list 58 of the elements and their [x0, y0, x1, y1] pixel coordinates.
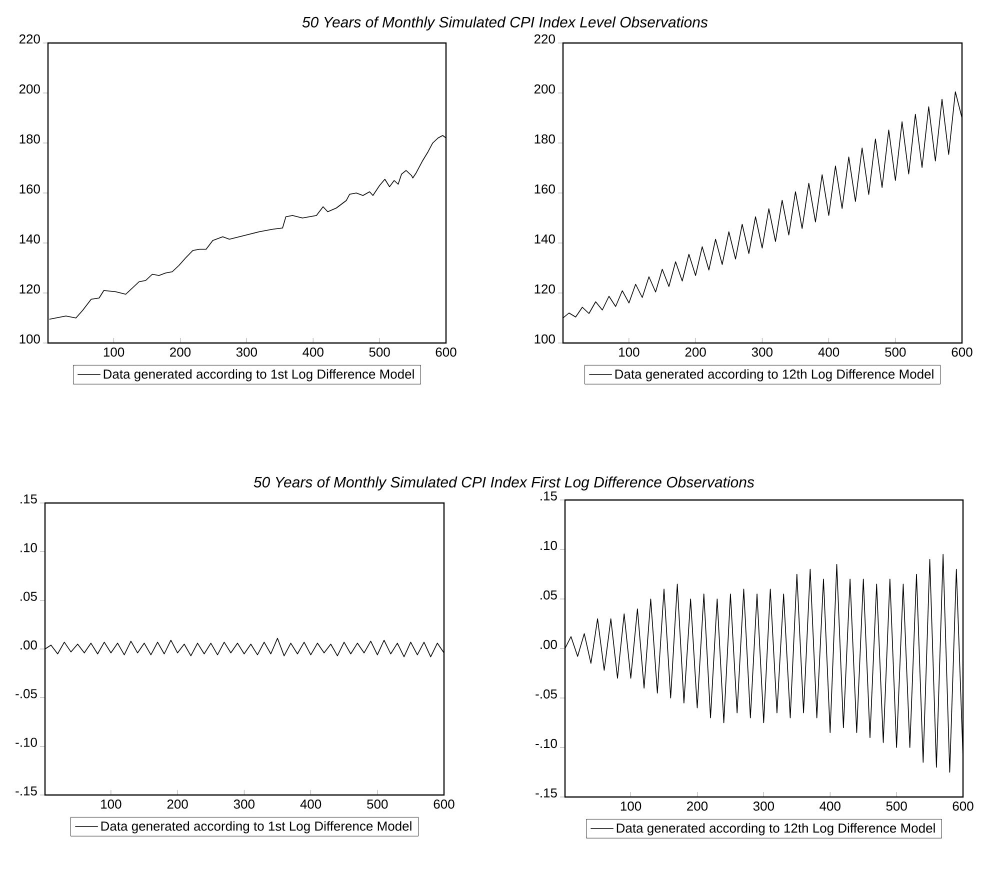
y-tick-label: .15	[540, 491, 557, 501]
y-tick-label: 160	[534, 184, 555, 194]
y-tick-label: 120	[20, 284, 40, 294]
x-tick-label: 100	[101, 800, 122, 809]
x-tick-label: 300	[753, 802, 774, 811]
y-tick-label: -.10	[536, 738, 557, 748]
x-tick-label: 600	[952, 348, 972, 357]
x-tick-label: 500	[369, 348, 390, 357]
x-tick-label: 200	[170, 348, 191, 357]
y-tick-label: 140	[20, 234, 40, 244]
y-tick-label: .15	[20, 494, 37, 504]
y-tick-label: .00	[540, 640, 557, 650]
x-tick-label: 400	[300, 800, 322, 809]
y-tick-label: -.15	[536, 788, 557, 798]
x-tick-label: 100	[620, 802, 642, 811]
x-tick-label: 400	[302, 348, 324, 357]
y-tick-label: 140	[534, 234, 555, 244]
x-tick-label: 200	[167, 800, 188, 809]
y-tick-label: 180	[20, 134, 40, 144]
y-tick-label: -.10	[16, 738, 37, 747]
x-tick-label: 200	[687, 802, 708, 811]
x-tick-label: 500	[885, 348, 906, 357]
x-tick-label: 400	[818, 348, 840, 357]
y-tick-label: .10	[20, 543, 37, 552]
legend-label: Data generated according to 1st Log Difference Model	[101, 821, 412, 834]
x-tick-label: 300	[234, 800, 255, 809]
x-tick-label: 500	[367, 800, 388, 809]
legend-label: Data generated according to 12th Log Difference Model	[615, 369, 934, 382]
x-tick-label: 600	[952, 802, 974, 811]
y-tick-label: .10	[540, 540, 557, 550]
y-tick-label: -.05	[536, 689, 557, 699]
legend-label: Data generated according to 12th Log Difference Model	[616, 823, 935, 836]
x-tick-label: 300	[752, 348, 773, 357]
y-tick-label: 220	[534, 34, 555, 44]
x-tick-label: 200	[685, 348, 706, 357]
y-tick-label: .05	[540, 590, 557, 600]
y-tick-label: .05	[20, 592, 37, 601]
x-tick-label: 100	[104, 348, 124, 357]
y-tick-label: 200	[19, 84, 40, 94]
y-tick-label: 120	[534, 284, 555, 294]
y-tick-label: 180	[534, 134, 555, 144]
legend-label: Data generated according to 1st Log Difference Model	[104, 369, 414, 382]
x-tick-label: 600	[434, 800, 454, 809]
y-tick-label: 160	[20, 184, 40, 194]
y-tick-label: 100	[534, 334, 555, 344]
y-tick-label: 200	[534, 84, 555, 94]
x-tick-label: 600	[436, 348, 456, 357]
x-tick-label: 100	[619, 348, 640, 357]
y-tick-label: -.05	[16, 689, 37, 698]
text: 50 Years of Monthly Simulated CPI Index First Log Difference Observations	[254, 476, 754, 490]
y-tick-label: 100	[20, 334, 40, 344]
y-tick-label: .00	[20, 640, 37, 650]
text: 50 Years of Monthly Simulated CPI Index Level Observations	[302, 16, 708, 30]
y-tick-label: 220	[19, 34, 40, 44]
x-tick-label: 400	[820, 802, 840, 811]
y-tick-label: -.15	[16, 786, 37, 796]
x-tick-label: 500	[886, 802, 907, 811]
x-tick-label: 300	[236, 348, 258, 357]
